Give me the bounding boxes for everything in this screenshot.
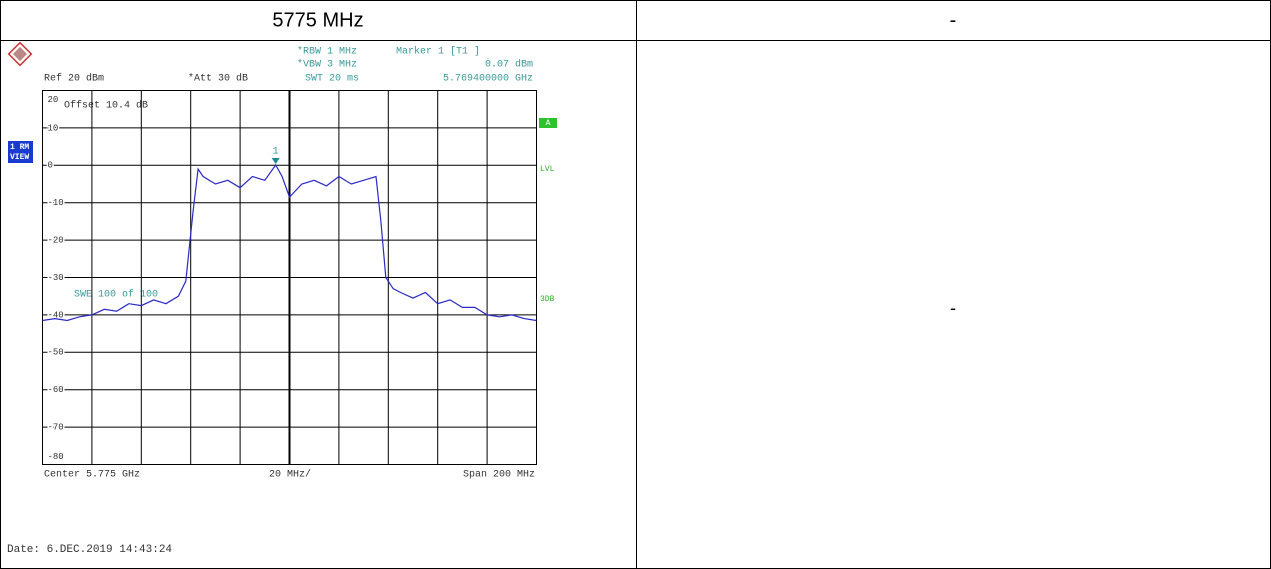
y-tick-label: -80 bbox=[48, 452, 64, 462]
per-div: 20 MHz/ bbox=[269, 469, 311, 481]
marker-readout: 0.07 dBm bbox=[485, 59, 533, 71]
y-tick-label: 0 bbox=[48, 161, 53, 171]
side-label: 3DB bbox=[540, 295, 555, 304]
sweep: SWE 100 of 100 bbox=[74, 289, 158, 301]
y-tick-label: -60 bbox=[48, 385, 64, 395]
header-cell: 5775 MHz bbox=[272, 9, 363, 31]
trace-mode: VIEW bbox=[10, 153, 29, 162]
side-label: A bbox=[546, 119, 551, 128]
ref-level: Ref 20 dBm bbox=[44, 73, 104, 85]
y-tick-label: -70 bbox=[48, 422, 64, 432]
y-tick-label: 20 bbox=[48, 95, 59, 105]
marker bbox=[271, 158, 280, 165]
logo bbox=[7, 41, 33, 67]
offset: Offset 10.4 dB bbox=[64, 100, 148, 112]
side-label: LVL bbox=[540, 165, 555, 174]
y-tick-label: -10 bbox=[48, 198, 64, 208]
marker-readout: Marker 1 [T1 ] bbox=[396, 46, 480, 58]
trace bbox=[42, 163, 537, 322]
y-tick-label: -20 bbox=[48, 235, 64, 245]
y-tick-label: -30 bbox=[48, 273, 64, 283]
cell: - bbox=[950, 298, 956, 318]
center: Center 5.775 GHz bbox=[44, 470, 140, 481]
attenuation: *Att 30 dB bbox=[188, 73, 248, 85]
marker-readout: 5.769400000 GHz bbox=[443, 74, 533, 85]
y-tick-label: -50 bbox=[48, 348, 64, 358]
marker-label: 1 bbox=[273, 147, 279, 158]
side-box bbox=[539, 118, 557, 128]
trace-mode-box bbox=[8, 141, 33, 163]
span: Span 200 MHz bbox=[463, 470, 535, 481]
y-tick-label: 10 bbox=[48, 123, 59, 133]
setting: *RBW 1 MHz bbox=[297, 46, 357, 58]
date: Date: 6.DEC.2019 14:43:24 bbox=[7, 544, 172, 556]
setting: SWT 20 ms bbox=[305, 74, 359, 85]
y-tick-label: -40 bbox=[48, 310, 64, 320]
header-cell: - bbox=[950, 9, 957, 31]
trace-mode: 1 RM * bbox=[10, 143, 39, 152]
setting: *VBW 3 MHz bbox=[297, 59, 357, 71]
